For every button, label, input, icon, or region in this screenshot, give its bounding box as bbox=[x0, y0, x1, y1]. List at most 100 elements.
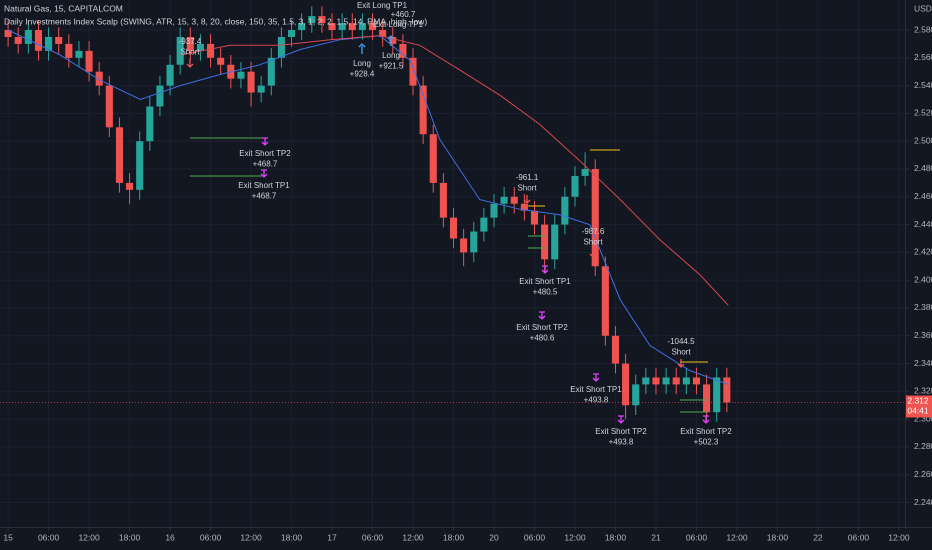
candle-body bbox=[45, 36, 53, 51]
x-tick-label: 06:00 bbox=[686, 532, 708, 542]
candle-body bbox=[85, 50, 93, 72]
annotation-text: Exit Short TP2 bbox=[239, 149, 291, 158]
annotation-text: +468.7 bbox=[253, 160, 278, 169]
y-tick-label: 2.260 bbox=[914, 469, 932, 479]
candle-body bbox=[277, 36, 285, 58]
annotation-text: -987.6 bbox=[582, 227, 605, 236]
annotation-text: Short bbox=[583, 238, 603, 247]
y-tick-label: 2.420 bbox=[914, 247, 932, 257]
annotation-text: +921.5 bbox=[379, 62, 404, 71]
x-tick-label: 18:00 bbox=[281, 532, 303, 542]
y-tick-label: 2.500 bbox=[914, 135, 932, 145]
y-tick-label: 2.400 bbox=[914, 274, 932, 284]
y-tick-label: 2.340 bbox=[914, 358, 932, 368]
y-tick-label: 2.580 bbox=[914, 24, 932, 34]
candle-body bbox=[723, 377, 731, 403]
candle-body bbox=[95, 71, 103, 86]
annotation-text: Exit Short TP1 bbox=[238, 181, 290, 190]
candle-body bbox=[24, 30, 32, 44]
candle-body bbox=[571, 175, 579, 197]
candle-body bbox=[75, 50, 83, 58]
candle-body bbox=[65, 43, 73, 58]
candle-body bbox=[439, 182, 447, 218]
candle-body bbox=[166, 64, 174, 86]
candle-body bbox=[328, 23, 336, 31]
x-tick-label: 06:00 bbox=[848, 532, 870, 542]
candle-body bbox=[611, 335, 620, 364]
candle-body bbox=[399, 43, 407, 58]
y-tick-label: 2.360 bbox=[914, 330, 932, 340]
candle-body bbox=[561, 196, 569, 225]
candle-body bbox=[55, 36, 63, 44]
x-tick-label: 12:00 bbox=[564, 532, 586, 542]
candle-body bbox=[348, 23, 356, 31]
x-tick-label: 16 bbox=[165, 532, 175, 542]
candle-body bbox=[389, 36, 397, 44]
candle-body bbox=[156, 85, 164, 107]
y-tick-label: 2.300 bbox=[914, 413, 932, 423]
x-tick-label: 21 bbox=[651, 532, 661, 542]
candle-body bbox=[308, 16, 316, 24]
exit-marker bbox=[592, 373, 600, 382]
moving-average bbox=[7, 29, 729, 385]
x-tick-label: 15 bbox=[3, 532, 13, 542]
candle-body bbox=[126, 182, 134, 190]
candle-body bbox=[530, 210, 539, 225]
candle-body bbox=[551, 224, 559, 260]
countdown-label: 04:41 bbox=[907, 406, 929, 416]
candle-body bbox=[34, 30, 43, 51]
y-tick-label: 2.440 bbox=[914, 219, 932, 229]
x-tick-label: 17 bbox=[327, 532, 337, 542]
candle-body bbox=[409, 57, 417, 86]
annotation-text: +493.8 bbox=[609, 438, 634, 447]
exit-marker bbox=[538, 311, 546, 320]
x-tick-label: 06:00 bbox=[362, 532, 384, 542]
candle-body bbox=[480, 217, 488, 232]
annotation-text: Short bbox=[180, 48, 200, 57]
candle-body bbox=[662, 377, 670, 385]
candle-body bbox=[703, 384, 711, 413]
annotation-text: +460.7 bbox=[391, 10, 416, 19]
annotation-text: Exit Short TP2 bbox=[680, 427, 732, 436]
candle-body bbox=[490, 203, 498, 218]
candle-body bbox=[368, 23, 377, 31]
candle-body bbox=[196, 43, 204, 51]
y-axis-label: USD bbox=[914, 3, 932, 13]
candle-body bbox=[672, 377, 680, 385]
x-tick-label: 12:00 bbox=[240, 532, 262, 542]
x-tick-label: 06:00 bbox=[200, 532, 222, 542]
annotation-text: +480.6 bbox=[530, 334, 555, 343]
short-marker bbox=[186, 59, 194, 68]
annotation-text: Exit Short TP2 bbox=[595, 427, 647, 436]
annotation-text: Short bbox=[517, 184, 537, 193]
x-tick-label: 18:00 bbox=[119, 532, 141, 542]
candle-body bbox=[146, 106, 154, 142]
y-tick-label: 2.540 bbox=[914, 80, 932, 90]
annotation-text: Exit Short TP1 bbox=[570, 385, 622, 394]
exit-marker bbox=[260, 169, 268, 178]
candle-body bbox=[713, 377, 721, 413]
candle-body bbox=[176, 36, 184, 65]
candle-body bbox=[14, 36, 22, 44]
annotation-text: Long bbox=[353, 59, 371, 68]
annotation-text: +928.4 bbox=[350, 70, 375, 79]
indicator-title: Daily Investments Index Scalp (SWING, AT… bbox=[4, 16, 427, 26]
candle-body bbox=[318, 16, 326, 24]
x-tick-label: 18:00 bbox=[443, 532, 465, 542]
candle-body bbox=[115, 127, 123, 183]
exit-marker bbox=[617, 415, 625, 424]
chart-title: Natural Gas, 15, CAPITALCOM bbox=[4, 3, 123, 13]
candle-body bbox=[510, 196, 518, 204]
plot-area bbox=[4, 6, 731, 422]
exit-marker bbox=[702, 415, 710, 424]
annotation-text: Long bbox=[382, 51, 400, 60]
annotation-text: -1044.5 bbox=[667, 337, 695, 346]
candle-body bbox=[460, 238, 468, 253]
x-tick-label: 20 bbox=[489, 532, 499, 542]
short-marker bbox=[677, 359, 685, 368]
x-tick-label: 12:00 bbox=[402, 532, 424, 542]
y-tick-label: 2.240 bbox=[914, 497, 932, 507]
x-tick-label: 12:00 bbox=[726, 532, 748, 542]
